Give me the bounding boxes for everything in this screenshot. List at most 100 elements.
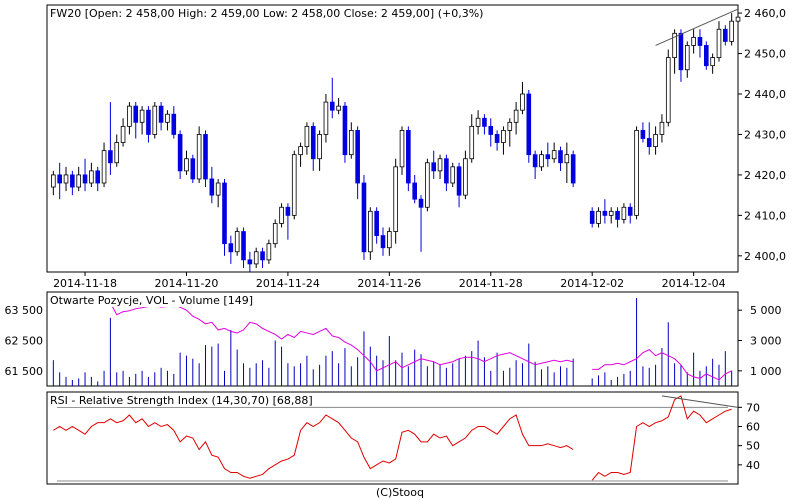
candle-body [488, 125, 494, 135]
volume-title-bg [48, 293, 258, 307]
candle-body [444, 158, 449, 184]
candle-body [406, 130, 411, 184]
candle-body [260, 251, 265, 261]
x-tick-label: 2014-11-28 [459, 277, 523, 290]
candle-body [412, 182, 417, 200]
candle-body [393, 166, 398, 232]
candle-body [215, 182, 221, 196]
candle-body [304, 125, 310, 147]
x-tick-label: 2014-11-20 [154, 277, 218, 290]
volume-tick-label: 5 000 [750, 304, 782, 317]
candle-body [646, 138, 652, 147]
open-interest-tick-label: 61 500 [5, 365, 44, 378]
candle-body [57, 174, 62, 184]
candle-body [95, 170, 101, 184]
rsi-line [53, 414, 574, 479]
x-tick-label: 2014-11-18 [53, 277, 117, 290]
candle-body [710, 57, 715, 67]
candle-body [228, 243, 234, 253]
open-interest-tick-label: 63 500 [5, 304, 44, 317]
candle-body [634, 130, 639, 216]
candle-body [380, 235, 386, 249]
candle-body [463, 158, 468, 196]
candle-body [310, 125, 316, 160]
candle-body [266, 243, 272, 261]
candle-body [456, 166, 462, 196]
candle-body [76, 174, 81, 188]
candle-body [355, 130, 360, 184]
candle-body [253, 251, 259, 265]
candle-body [450, 166, 456, 184]
candle-body [348, 130, 354, 156]
candle-body [247, 259, 253, 265]
candle-body [342, 105, 348, 156]
candle-body [177, 134, 183, 172]
candle-body [114, 142, 120, 164]
candle-body [279, 206, 284, 224]
volume-tick-label: 1 000 [750, 365, 782, 378]
candle-body [120, 125, 126, 143]
candle-body [716, 28, 722, 58]
candle-body [735, 16, 741, 22]
candle-body [190, 158, 196, 180]
candle-body [171, 113, 177, 135]
candle-body [437, 158, 443, 172]
candle-body [298, 146, 303, 156]
candle-body [431, 162, 437, 172]
candle-body [558, 150, 563, 164]
candle-body [152, 105, 158, 135]
candle-body [551, 150, 557, 160]
volume-tick-label: 3 000 [750, 335, 782, 348]
candle-body [317, 134, 322, 160]
candle-body [368, 210, 373, 253]
rsi-tick-label: 50 [746, 440, 760, 453]
candle-body [482, 117, 487, 127]
candle-body [108, 150, 113, 164]
candle-body [729, 20, 734, 42]
volume-title: Otwarte Pozycje, VOL - Volume [149] [50, 294, 253, 307]
open-interest-line [53, 298, 574, 372]
y-tick-label: 2 460,0 [744, 7, 786, 20]
volume-panel-frame [46, 291, 739, 387]
rsi-title-bg [48, 393, 303, 407]
candle-body [329, 101, 335, 111]
open-interest-line [592, 349, 732, 381]
candle-body [82, 174, 88, 184]
candle-body [272, 223, 278, 245]
candle-body [507, 121, 513, 131]
candle-body [63, 174, 69, 184]
rsi-line [591, 395, 732, 481]
y-tick-label: 2 450,0 [744, 48, 786, 61]
candle-body [51, 174, 56, 188]
price-trendline [655, 8, 739, 46]
candle-body [418, 198, 424, 208]
candle-body [596, 210, 601, 224]
y-tick-label: 2 410,0 [744, 209, 786, 222]
candle-body [203, 134, 208, 180]
candle-body [494, 134, 500, 143]
candle-body [158, 105, 164, 123]
candle-body [222, 182, 227, 245]
open-interest-tick-label: 62 500 [5, 335, 44, 348]
candle-body [691, 36, 696, 46]
y-tick-label: 2 400,0 [744, 250, 786, 263]
candle-body [608, 210, 614, 216]
candle-body [133, 105, 139, 123]
candle-body [589, 210, 595, 224]
candle-body [526, 93, 532, 156]
candle-body [684, 45, 690, 71]
candle-body [209, 178, 215, 196]
candle-body [323, 101, 329, 135]
candle-body [520, 93, 525, 111]
candle-body [196, 134, 202, 180]
y-tick-label: 2 440,0 [744, 88, 786, 101]
x-tick-label: 2014-11-26 [357, 277, 421, 290]
candle-body [469, 125, 475, 160]
candle-body [665, 57, 671, 123]
candle-body [564, 154, 570, 164]
candle-body [532, 154, 538, 168]
rsi-tick-label: 60 [746, 421, 760, 434]
source-credit: (C)Stooq [375, 486, 424, 499]
candle-body [241, 231, 246, 261]
